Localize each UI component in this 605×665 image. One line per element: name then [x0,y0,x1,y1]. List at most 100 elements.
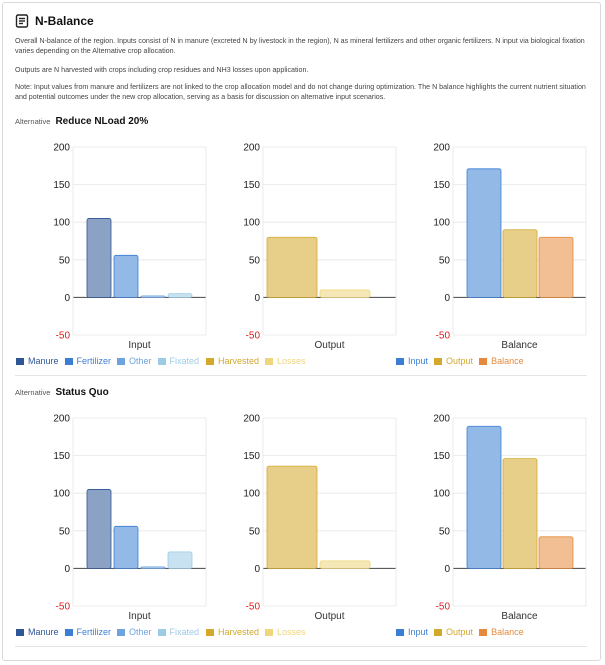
x-category-label: Balance [501,611,538,622]
alternative-heading: Alternative Status Quo [15,387,109,398]
y-tick-label: 100 [243,489,260,500]
chart-list-icon [15,14,29,28]
legend-swatch [157,357,166,365]
x-category-label: Output [314,611,344,622]
bar-harvested [266,465,318,569]
alternative-name: Reduce NLoad 20% [55,116,149,127]
bar-balance [538,236,574,298]
y-tick-label: -50 [246,331,261,342]
legend-label: Fixated [169,627,200,637]
y-tick-label: 150 [433,451,450,462]
x-category-label: Output [314,340,344,351]
legend-item-input[interactable]: Input [396,356,428,366]
legend-item-harvested[interactable]: Harvested [206,356,259,366]
legend-label: Output [446,627,474,637]
legend-swatch [64,357,73,365]
legend-swatch [157,628,166,636]
legend-label: Fertilizer [76,627,112,637]
chart-legend: Manure Fertilizer Other Fixated [16,627,205,637]
section-divider [15,646,587,647]
legend-item-output[interactable]: Output [434,356,473,366]
x-category-label: Input [128,340,150,351]
y-tick-label: 100 [53,218,70,229]
bar-input [466,425,502,569]
y-tick-label: 200 [243,143,260,154]
legend-label: Losses [277,627,306,637]
y-tick-label: 150 [433,180,450,191]
legend-item-fertilizer[interactable]: Fertilizer [64,356,111,366]
y-tick-label: 150 [53,451,70,462]
y-tick-label: 200 [243,414,260,425]
alternative-heading: Alternative Reduce NLoad 20% [15,116,148,127]
bar-harvested [266,236,318,298]
bar-other [140,566,166,569]
y-tick-label: -50 [56,602,71,613]
legend-item-losses[interactable]: Losses [265,356,306,366]
legend-item-input[interactable]: Input [396,627,428,637]
legend-swatch [16,628,24,636]
section-divider [15,375,587,376]
y-tick-label: 100 [433,489,450,500]
legend-swatch [434,628,443,636]
alternative-name: Status Quo [55,387,109,398]
legend-label: Harvested [218,627,260,637]
legend-swatch [265,628,274,636]
legend-item-fixated[interactable]: Fixated [157,356,199,366]
chart-legend: Manure Fertilizer Other Fixated [16,356,205,366]
legend-label: Balance [491,356,524,366]
legend-item-other[interactable]: Other [117,627,152,637]
legend-swatch [265,357,274,365]
legend-swatch [396,357,404,365]
bar-chart-input: -50 0 50 100 150 200 Input [53,143,207,351]
legend-item-fixated[interactable]: Fixated [157,627,200,637]
legend-item-output[interactable]: Output [434,627,473,637]
bar-chart-output: -50 0 50 100 150 200 Output [243,143,397,351]
legend-item-manure[interactable]: Manure [16,627,59,637]
legend-item-fertilizer[interactable]: Fertilizer [64,627,112,637]
legend-swatch [206,357,214,365]
legend-item-manure[interactable]: Manure [16,356,59,366]
chart-legend: Harvested Losses [206,627,312,637]
legend-swatch [434,357,443,365]
legend-swatch [16,357,24,365]
y-tick-label: -50 [246,602,261,613]
bar-output [502,458,538,569]
bar-chart-output: -50 0 50 100 150 200 Output [243,414,397,622]
legend-label: Output [446,356,474,366]
bar-fixated [167,293,193,298]
legend-item-balance[interactable]: Balance [479,356,524,366]
legend-swatch [117,628,126,636]
chart-legend: Input Output Balance [396,627,530,637]
y-tick-label: 50 [249,526,261,537]
legend-swatch [479,357,488,365]
legend-item-balance[interactable]: Balance [479,627,524,637]
y-tick-label: 0 [254,564,260,575]
chart-legend: Harvested Losses [206,356,312,366]
legend-item-harvested[interactable]: Harvested [206,627,259,637]
bar-losses [319,560,371,569]
legend-label: Manure [28,627,59,637]
bar-chart-balance: -50 0 50 100 150 200 Balance [433,143,587,351]
legend-swatch [117,357,126,365]
alternative-label: Alternative [15,117,51,126]
page-title: N-Balance [35,14,94,28]
y-tick-label: 200 [53,414,70,425]
bar-manure [86,489,112,569]
y-tick-label: 0 [64,293,70,304]
legend-item-losses[interactable]: Losses [265,627,306,637]
legend-swatch [396,628,404,636]
y-tick-label: 100 [53,489,70,500]
bar-manure [86,218,112,298]
legend-label: Input [408,627,429,637]
legend-label: Harvested [218,356,260,366]
legend-label: Balance [491,627,524,637]
legend-item-other[interactable]: Other [117,356,152,366]
bar-output [502,229,538,298]
bar-losses [319,289,371,298]
y-tick-label: 0 [444,564,450,575]
y-tick-label: 150 [53,180,70,191]
y-tick-label: -50 [436,602,451,613]
y-tick-label: 0 [444,293,450,304]
legend-label: Input [408,356,429,366]
